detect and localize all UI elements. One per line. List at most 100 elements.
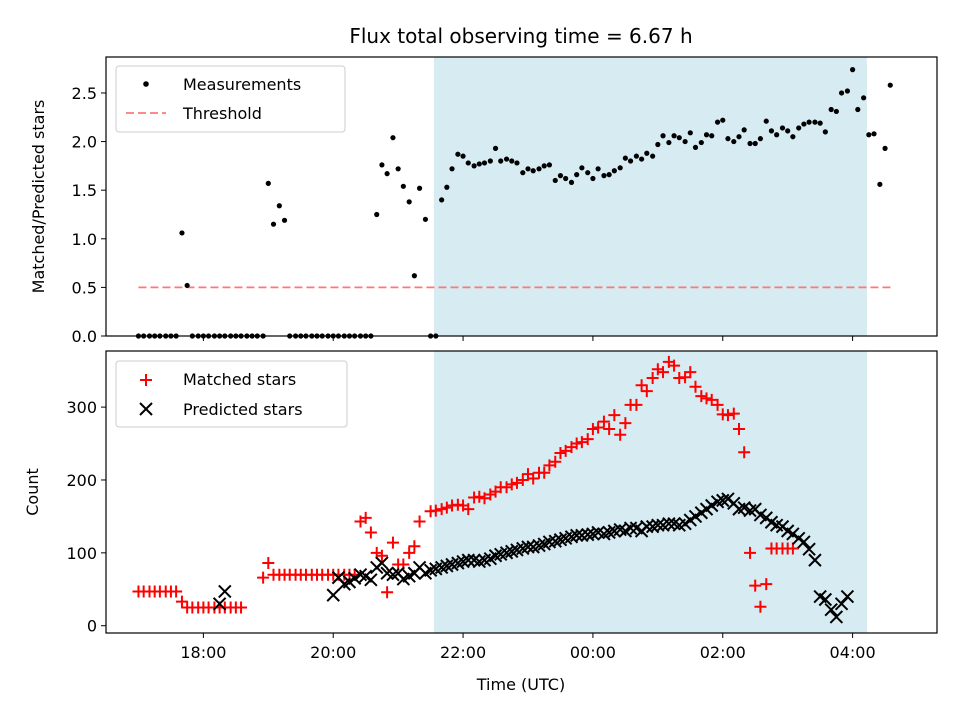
- predicted-star-point: [829, 610, 844, 624]
- matched-star-point: [651, 363, 664, 376]
- measurement-point: [520, 170, 526, 176]
- matched-star-point: [721, 409, 734, 422]
- matched-star-point: [760, 578, 773, 591]
- measurement-point: [871, 131, 877, 137]
- predicted-star-point: [218, 584, 232, 599]
- measurement-point: [703, 132, 710, 138]
- matched-star-point: [375, 549, 388, 562]
- matched-star-point: [700, 392, 713, 405]
- measurement-point: [887, 82, 893, 88]
- ratio-y-tick-label: 0.5: [72, 278, 97, 297]
- measurement-point: [487, 158, 493, 164]
- ratio-y-tick-label: 2.0: [72, 133, 97, 152]
- measurement-point: [785, 128, 791, 134]
- predicted-star-point: [364, 573, 378, 587]
- matched-star-point: [581, 433, 594, 446]
- measurement-point: [720, 117, 726, 123]
- matched-star-point: [403, 546, 416, 559]
- measurement-point: [736, 134, 742, 140]
- predicted-star-point: [326, 588, 340, 602]
- count-y-tick-label: 0: [87, 617, 97, 636]
- measurement-point: [855, 106, 861, 113]
- measurement-point: [276, 203, 282, 209]
- measurement-point: [687, 130, 693, 136]
- predicted-star-point: [575, 528, 589, 543]
- measurement-point: [812, 119, 818, 125]
- measurement-point: [184, 282, 190, 289]
- measurement-point: [633, 153, 640, 159]
- measurement-point: [639, 156, 645, 162]
- measurement-point: [406, 199, 412, 205]
- measurement-point: [374, 211, 380, 218]
- matched-star-point: [597, 415, 610, 428]
- predicted-star-points: [212, 492, 855, 624]
- measurement-point: [666, 139, 672, 146]
- measurement-point: [536, 166, 542, 172]
- matched-star-point: [435, 503, 448, 516]
- measurement-point: [460, 153, 466, 159]
- measurement-point: [411, 273, 417, 279]
- measurement-point: [492, 145, 499, 151]
- measurement-point: [449, 166, 455, 172]
- measurement-point: [622, 155, 628, 161]
- measurement-point: [627, 158, 634, 164]
- ratio-y-tick-label: 2.5: [72, 84, 97, 103]
- measurement-point: [530, 168, 536, 174]
- measurement-point: [833, 108, 839, 115]
- matched-star-point: [711, 398, 724, 411]
- measurement-point: [514, 160, 520, 166]
- legend-matched-label: Matched stars: [183, 370, 296, 389]
- matched-star-point: [695, 390, 708, 403]
- measurement-point: [270, 221, 277, 227]
- matched-star-point: [727, 407, 740, 420]
- matched-star-point: [527, 472, 540, 485]
- measurement-point: [838, 90, 845, 96]
- matched-star-point: [554, 447, 567, 460]
- measurement-point: [709, 133, 715, 139]
- matched-star-point: [732, 422, 745, 435]
- measurement-point: [601, 172, 607, 179]
- matched-star-point: [516, 473, 529, 486]
- matched-star-point: [679, 371, 692, 384]
- legend-matched-marker: [140, 374, 152, 386]
- measurement-point: [179, 230, 185, 236]
- predicted-star-point: [688, 509, 703, 524]
- measurement-point: [676, 135, 682, 141]
- matched-star-point: [668, 359, 681, 372]
- measurement-point: [568, 179, 575, 186]
- matched-star-point: [262, 557, 275, 570]
- matched-star-point: [608, 409, 621, 422]
- matched-star-point: [364, 526, 377, 539]
- predicted-star-point: [834, 597, 849, 611]
- count-panel: 0 100 200 300 18:00 20:00 22:00 00:00 02:00 04:0…: [23, 350, 938, 694]
- measurement-point: [882, 145, 888, 151]
- measurement-point: [595, 166, 601, 172]
- matched-star-point: [170, 585, 183, 598]
- measurement-point: [439, 197, 445, 203]
- measurement-point: [395, 166, 401, 172]
- matched-star-point: [786, 542, 799, 555]
- measurement-point: [828, 106, 834, 113]
- predicted-star-point: [818, 592, 833, 607]
- predicted-star-point: [623, 521, 638, 535]
- measurement-point: [671, 133, 677, 139]
- matched-star-point: [586, 422, 599, 435]
- matched-star-point: [646, 371, 659, 384]
- measurement-point: [741, 127, 747, 133]
- count-y-tick-label: 300: [66, 398, 97, 417]
- legend-threshold-label: Threshold: [182, 104, 262, 123]
- matched-star-point: [640, 385, 653, 398]
- matched-star-point: [754, 600, 767, 613]
- measurement-point: [644, 150, 650, 156]
- measurement-point: [655, 141, 661, 148]
- measurement-point: [552, 177, 558, 184]
- predicted-star-point: [347, 571, 362, 586]
- legend-predicted-label: Predicted stars: [183, 400, 303, 419]
- predicted-star-point: [212, 597, 227, 611]
- x-tick-label: 02:00: [700, 643, 746, 662]
- measurement-point: [422, 216, 429, 222]
- count-panel-frame: [105, 350, 938, 634]
- predicted-star-point: [808, 553, 822, 567]
- ratio-panel-frame: [105, 56, 938, 337]
